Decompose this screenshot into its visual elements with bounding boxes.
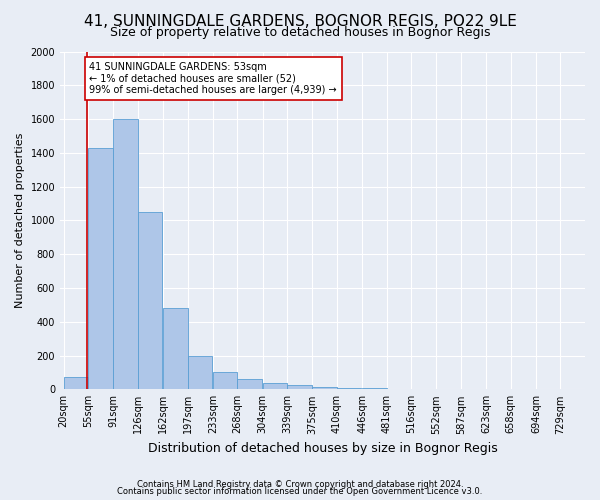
Bar: [238, 379, 262, 390]
Bar: [263, 384, 287, 390]
X-axis label: Distribution of detached houses by size in Bognor Regis: Distribution of detached houses by size …: [148, 442, 497, 455]
Bar: [188, 356, 212, 390]
Bar: [287, 385, 311, 390]
Bar: [138, 212, 163, 390]
Bar: [88, 148, 113, 390]
Y-axis label: Number of detached properties: Number of detached properties: [15, 132, 25, 308]
Text: Contains HM Land Registry data © Crown copyright and database right 2024.: Contains HM Land Registry data © Crown c…: [137, 480, 463, 489]
Bar: [313, 387, 337, 390]
Bar: [64, 376, 88, 390]
Text: Contains public sector information licensed under the Open Government Licence v3: Contains public sector information licen…: [118, 487, 482, 496]
Bar: [213, 372, 238, 390]
Bar: [386, 389, 411, 390]
Bar: [163, 308, 188, 390]
Bar: [113, 119, 138, 390]
Bar: [337, 388, 361, 390]
Text: 41, SUNNINGDALE GARDENS, BOGNOR REGIS, PO22 9LE: 41, SUNNINGDALE GARDENS, BOGNOR REGIS, P…: [83, 14, 517, 29]
Text: Size of property relative to detached houses in Bognor Regis: Size of property relative to detached ho…: [110, 26, 490, 39]
Bar: [362, 388, 386, 390]
Text: 41 SUNNINGDALE GARDENS: 53sqm
← 1% of detached houses are smaller (52)
99% of se: 41 SUNNINGDALE GARDENS: 53sqm ← 1% of de…: [89, 62, 337, 95]
